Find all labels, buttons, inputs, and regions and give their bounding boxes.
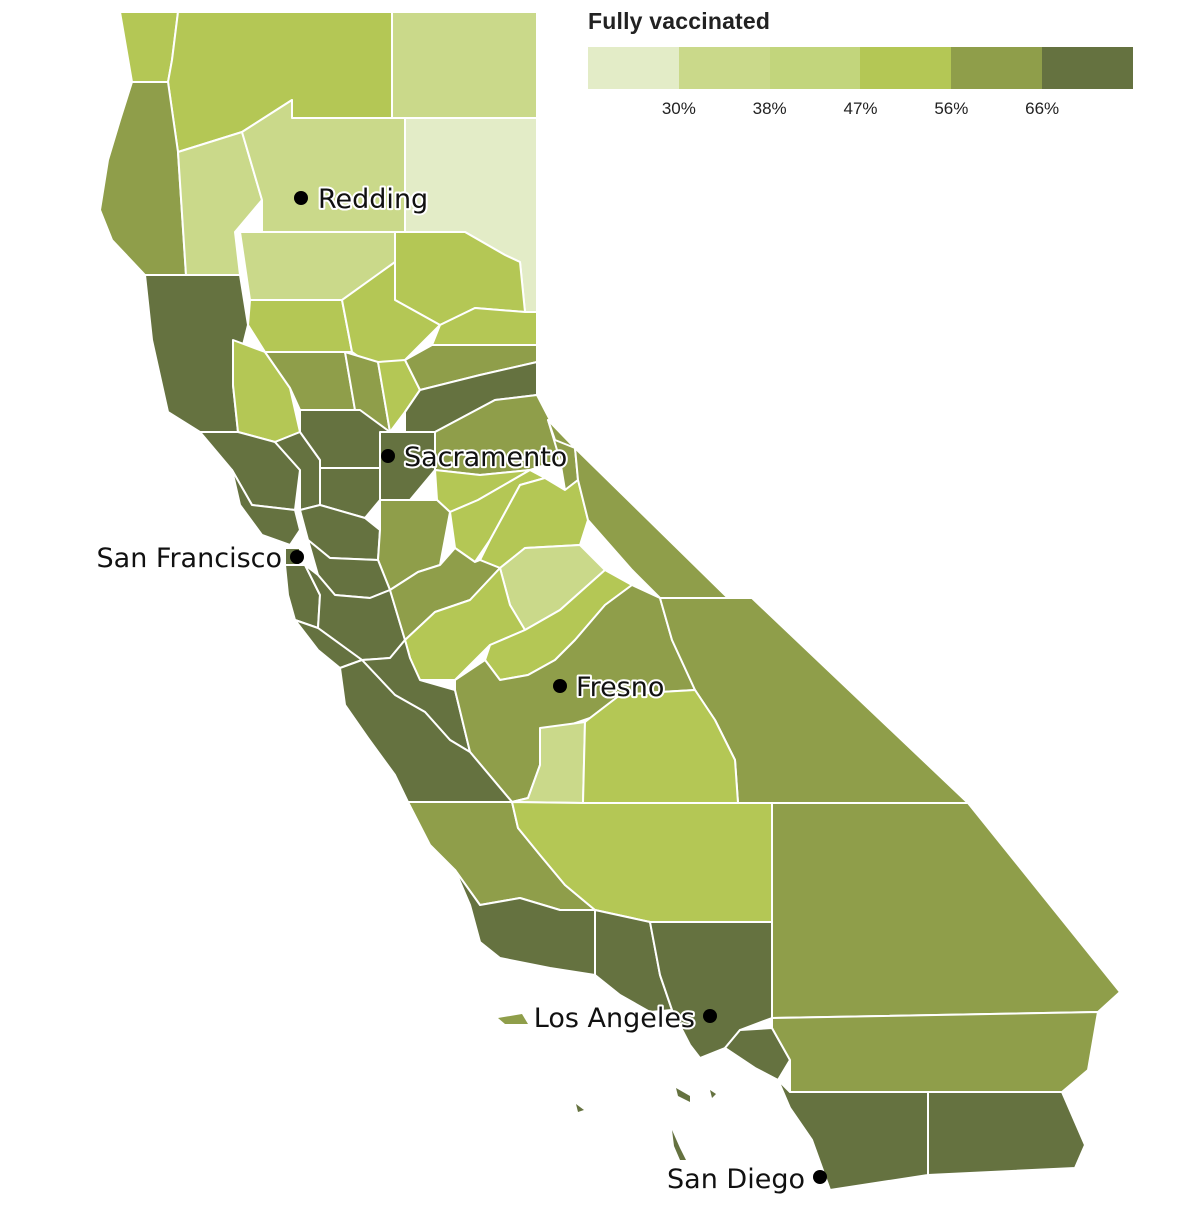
legend-swatch bbox=[860, 47, 952, 89]
legend-swatch bbox=[588, 47, 679, 89]
city-label: Los Angeles bbox=[534, 1003, 695, 1034]
legend-swatch bbox=[951, 47, 1043, 89]
legend-swatch bbox=[769, 47, 861, 89]
legend-tick-label: 38% bbox=[752, 99, 787, 118]
county-imperial[interactable] bbox=[927, 1091, 1086, 1176]
city-fresno: Fresno bbox=[553, 670, 666, 705]
island-san-clemente bbox=[672, 1130, 686, 1160]
legend-swatch bbox=[1042, 47, 1133, 89]
city-label: Sacramento bbox=[404, 442, 567, 473]
legend-tick-label: 30% bbox=[661, 99, 696, 118]
county-glenn[interactable] bbox=[247, 299, 353, 353]
city-los-angeles: Los Angeles bbox=[532, 1001, 717, 1036]
county-san-bernardino[interactable] bbox=[771, 802, 1121, 1019]
city-label: Fresno bbox=[576, 672, 664, 703]
channel-islands bbox=[498, 1014, 716, 1160]
county-riverside[interactable] bbox=[771, 1011, 1099, 1093]
city-label: San Diego bbox=[667, 1164, 805, 1195]
county-modoc[interactable] bbox=[391, 11, 538, 119]
legend-swatch bbox=[678, 47, 770, 89]
city-redding: Redding bbox=[294, 182, 430, 217]
city-dot bbox=[703, 1009, 717, 1023]
county-san-diego[interactable] bbox=[777, 1079, 929, 1191]
legend-tick-label: 66% bbox=[1025, 99, 1060, 118]
city-san-diego: San Diego bbox=[665, 1162, 827, 1197]
city-label: Redding bbox=[318, 184, 428, 215]
island-santa-barbara bbox=[576, 1104, 584, 1112]
legend-tick-label: 56% bbox=[934, 99, 969, 118]
legend-color-scale bbox=[588, 47, 1133, 89]
city-label: San Francisco bbox=[97, 543, 282, 574]
city-san-francisco: San Francisco bbox=[95, 541, 304, 576]
city-dot bbox=[290, 550, 304, 564]
island-santa-catalina bbox=[676, 1088, 690, 1102]
island-san-nicolas bbox=[710, 1090, 716, 1098]
legend: Fully vaccinated 30% 38% 47% 56% 66% bbox=[588, 8, 1133, 125]
county-humboldt[interactable] bbox=[99, 81, 187, 276]
city-sacramento: Sacramento bbox=[381, 440, 569, 475]
county-layer bbox=[99, 11, 1121, 1191]
legend-title: Fully vaccinated bbox=[588, 8, 771, 34]
city-dot bbox=[813, 1170, 827, 1184]
county-los-angeles[interactable] bbox=[649, 921, 773, 1059]
county-solano[interactable] bbox=[319, 467, 381, 519]
island-santa-cruz bbox=[498, 1014, 528, 1024]
city-dot bbox=[553, 679, 567, 693]
city-dot bbox=[381, 449, 395, 463]
legend-ticks: 30% 38% 47% 56% 66% bbox=[588, 95, 1133, 125]
county-monterey[interactable] bbox=[339, 659, 513, 803]
legend-tick-label: 47% bbox=[843, 99, 878, 118]
city-dot bbox=[294, 191, 308, 205]
county-marin[interactable] bbox=[231, 469, 301, 546]
city-markers: Redding Sacramento San Francisco Fresno … bbox=[95, 182, 827, 1197]
